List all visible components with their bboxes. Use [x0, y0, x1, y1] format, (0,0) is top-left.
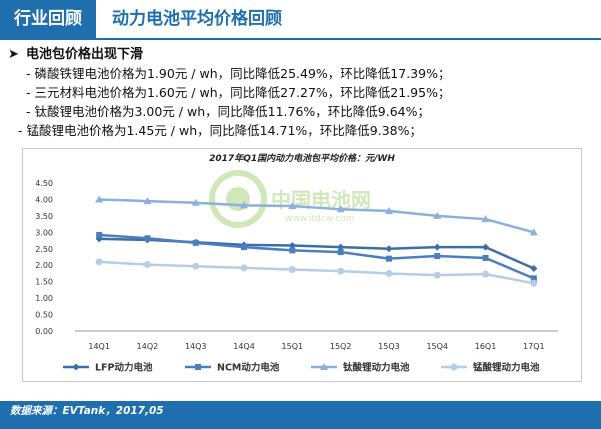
- legend-marker: [320, 363, 328, 370]
- footer-bar: 数据来源：EVTank，2017,05: [0, 401, 601, 429]
- data-point: [384, 206, 393, 214]
- y-tick-label: 0.50: [35, 311, 53, 320]
- legend-marker: [195, 364, 201, 370]
- series-2: [95, 195, 538, 236]
- y-tick-label: 1.50: [35, 278, 53, 287]
- x-tick-label: 14Q2: [137, 342, 159, 351]
- arrow-bullet-icon: ➤: [8, 47, 19, 62]
- x-axis: 14Q1 14Q2 14Q3 14Q4 15Q1 15Q2 15Q3 15Q4 16Q1 17Q1: [88, 342, 544, 351]
- x-tick-label: 15Q1: [282, 342, 304, 351]
- legend-marker: [72, 363, 80, 371]
- chart-container: 2017年Q1国内动力电池包平均价格：元/WH 中国电池网 www.itdcw.…: [22, 148, 582, 382]
- data-point: [530, 265, 538, 273]
- bullet-heading: ➤ 电池包价格出现下滑: [8, 43, 143, 62]
- x-tick-label: 14Q4: [233, 342, 255, 351]
- data-point: [144, 235, 151, 242]
- legend-label: LFP动力电池: [95, 362, 153, 374]
- watermark: 中国电池网 www.itdcw.com: [209, 170, 371, 228]
- series-3: [95, 258, 538, 287]
- legend-item: NCM动力电池: [185, 362, 280, 374]
- series-line: [99, 198, 535, 234]
- data-point: [336, 205, 345, 213]
- y-tick-label: 4.50: [35, 179, 53, 188]
- x-tick-label: 17Q1: [523, 342, 545, 351]
- x-tick-label: 15Q2: [330, 342, 352, 351]
- data-point: [433, 243, 441, 251]
- chart-title: 2017年Q1国内动力电池包平均价格：元/WH: [209, 153, 395, 164]
- header-divider: [0, 38, 601, 40]
- data-point: [288, 265, 296, 273]
- series-layer: [95, 195, 538, 287]
- data-point: [95, 195, 104, 203]
- x-tick-label: 15Q4: [426, 342, 448, 351]
- watermark-url: www.itdcw.com: [285, 214, 354, 224]
- header: 行业回顾 动力电池平均价格回顾: [0, 0, 601, 40]
- price-line-ncm: - 三元材料电池价格为1.60元 / wh，同比降低27.27%，环比降低21.…: [26, 85, 451, 100]
- data-point: [192, 239, 199, 246]
- bullet-heading-text: 电池包价格出现下滑: [26, 47, 144, 62]
- data-point: [240, 264, 248, 272]
- legend-label: 钛酸锂动力电池: [343, 362, 410, 374]
- y-tick-label: 2.50: [35, 245, 53, 254]
- x-tick-label: 15Q3: [378, 342, 400, 351]
- data-point: [530, 275, 537, 282]
- data-point: [143, 261, 151, 269]
- y-tick-label: 0.00: [35, 327, 53, 336]
- data-point: [95, 235, 103, 243]
- y-tick-label: 4.00: [35, 195, 53, 204]
- data-point: [96, 231, 103, 238]
- legend-label: 锰酸锂动力电池: [473, 362, 540, 374]
- data-point: [385, 245, 393, 253]
- x-tick-label: 14Q3: [185, 342, 207, 351]
- source-note: 数据来源：EVTank，2017,05: [10, 405, 164, 417]
- data-point: [143, 197, 152, 205]
- price-line-lto: - 钛酸锂电池价格为3.00元 / wh，同比降低11.76%，环比降低9.64…: [26, 104, 430, 119]
- data-point: [288, 241, 296, 249]
- series-line: [99, 233, 535, 280]
- price-line-lmo: - 锰酸锂电池价格为1.45元 / wh，同比降低14.71%，环比降低9.38…: [18, 123, 422, 138]
- legend-item: 钛酸锂动力电池: [311, 362, 410, 374]
- data-point: [289, 247, 296, 254]
- legend: LFP动力电池 NCM动力电池 钛酸锂动力电池 锰酸锂动力电池: [63, 362, 540, 374]
- section-tag: 行业回顾: [0, 0, 96, 38]
- data-point: [385, 255, 392, 262]
- data-point: [434, 253, 441, 260]
- data-point: [433, 271, 441, 279]
- legend-marker: [450, 363, 458, 371]
- data-point: [337, 249, 344, 256]
- data-point: [482, 254, 489, 261]
- y-tick-label: 3.00: [35, 228, 53, 237]
- data-point: [481, 215, 490, 223]
- legend-item: LFP动力电池: [63, 362, 153, 374]
- x-tick-label: 16Q1: [475, 342, 497, 351]
- legend-label: NCM动力电池: [217, 362, 280, 374]
- data-point: [240, 201, 249, 209]
- legend-item: 锰酸锂动力电池: [441, 362, 540, 374]
- page-title: 动力电池平均价格回顾: [112, 9, 282, 29]
- y-tick-label: 3.50: [35, 212, 53, 221]
- data-point: [192, 262, 200, 270]
- data-point: [191, 198, 200, 206]
- data-point: [288, 202, 297, 210]
- y-tick-label: 2.00: [35, 261, 53, 270]
- series-line: [99, 260, 535, 285]
- data-point: [482, 243, 490, 251]
- line-chart: 2017年Q1国内动力电池包平均价格：元/WH 中国电池网 www.itdcw.…: [35, 153, 558, 374]
- data-point: [530, 279, 538, 287]
- y-axis: 0.00 0.50 1.00 1.50 2.00 2.50 3.00 3.50 4.00 4.50: [35, 179, 558, 336]
- series-1: [96, 231, 537, 282]
- data-point: [95, 258, 103, 266]
- data-point: [529, 228, 538, 236]
- x-tick-label: 14Q1: [88, 342, 110, 351]
- data-point: [337, 267, 345, 275]
- data-point: [385, 269, 393, 277]
- series-0: [95, 235, 538, 273]
- data-point: [241, 244, 248, 251]
- y-tick-label: 1.00: [35, 294, 53, 303]
- price-line-lfp: - 磷酸铁锂电池价格为1.90元 / wh，同比降低25.49%，环比降低17.…: [26, 66, 451, 81]
- data-point: [337, 243, 345, 251]
- data-point: [482, 270, 490, 278]
- data-point: [433, 211, 442, 219]
- watermark-logo-icon: [209, 170, 267, 228]
